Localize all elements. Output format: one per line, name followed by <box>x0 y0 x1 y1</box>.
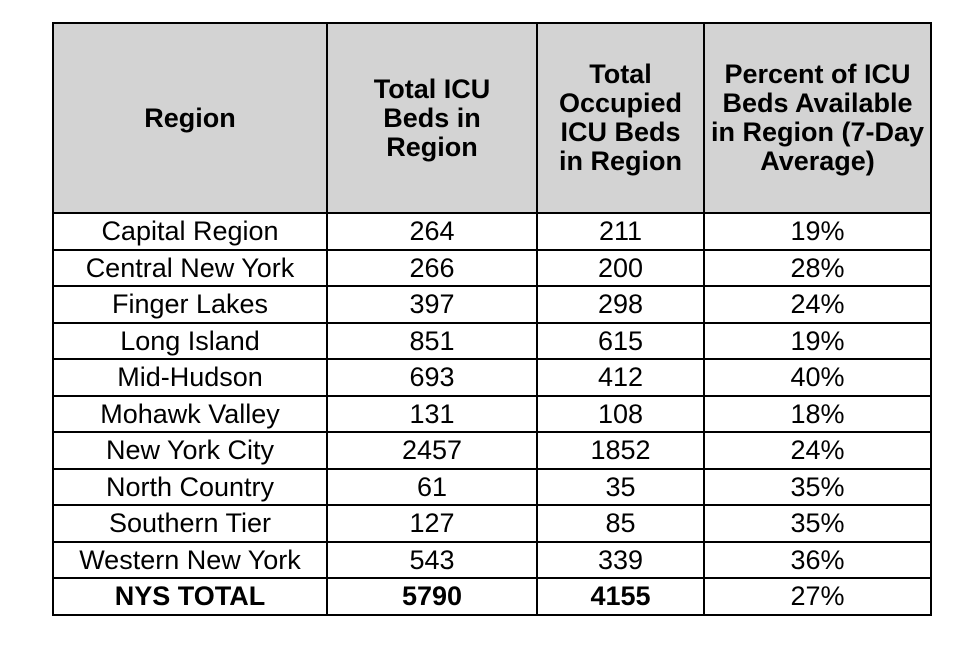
table-row: Central New York 266 200 28% <box>52 248 932 287</box>
header-total-icu-beds: Total ICU Beds in Region <box>326 22 538 214</box>
cell-total-beds: 266 <box>326 248 538 287</box>
total-percent-available: 27% <box>703 577 932 616</box>
table-row: Capital Region 264 211 19% <box>52 212 932 251</box>
total-occupied-beds: 4155 <box>536 577 705 616</box>
table-header: Region Total ICU Beds in Region Total Oc… <box>52 22 932 214</box>
cell-percent-available: 24% <box>703 431 932 470</box>
cell-total-beds: 61 <box>326 467 538 506</box>
cell-total-beds: 131 <box>326 394 538 433</box>
cell-total-beds: 851 <box>326 321 538 360</box>
cell-percent-available: 28% <box>703 248 932 287</box>
cell-occupied-beds: 108 <box>536 394 705 433</box>
header-occupied-icu-beds-text: Total Occupied ICU Beds in Region <box>558 59 683 176</box>
header-occupied-icu-beds: Total Occupied ICU Beds in Region <box>536 22 705 214</box>
icu-beds-table-container: Region Total ICU Beds in Region Total Oc… <box>52 22 932 616</box>
table-body: Capital Region 264 211 19% Central New Y… <box>52 212 932 616</box>
cell-region: North Country <box>52 467 328 506</box>
cell-occupied-beds: 211 <box>536 212 705 251</box>
total-row: NYS TOTAL 5790 4155 27% <box>52 577 932 616</box>
cell-percent-available: 35% <box>703 504 932 543</box>
cell-region: New York City <box>52 431 328 470</box>
header-total-icu-beds-text: Total ICU Beds in Region <box>373 73 491 162</box>
cell-occupied-beds: 298 <box>536 285 705 324</box>
cell-occupied-beds: 200 <box>536 248 705 287</box>
cell-percent-available: 36% <box>703 540 932 579</box>
cell-percent-available: 24% <box>703 285 932 324</box>
cell-region: Central New York <box>52 248 328 287</box>
cell-percent-available: 35% <box>703 467 932 506</box>
cell-percent-available: 18% <box>703 394 932 433</box>
table-row: Southern Tier 127 85 35% <box>52 504 932 543</box>
cell-total-beds: 397 <box>326 285 538 324</box>
table-row: Mohawk Valley 131 108 18% <box>52 394 932 433</box>
cell-occupied-beds: 35 <box>536 467 705 506</box>
cell-occupied-beds: 412 <box>536 358 705 397</box>
cell-total-beds: 543 <box>326 540 538 579</box>
cell-percent-available: 40% <box>703 358 932 397</box>
table-row: New York City 2457 1852 24% <box>52 431 932 470</box>
cell-region: Mohawk Valley <box>52 394 328 433</box>
table-row: North Country 61 35 35% <box>52 467 932 506</box>
cell-total-beds: 2457 <box>326 431 538 470</box>
cell-total-beds: 127 <box>326 504 538 543</box>
header-row: Region Total ICU Beds in Region Total Oc… <box>52 22 932 214</box>
cell-region: Southern Tier <box>52 504 328 543</box>
cell-occupied-beds: 339 <box>536 540 705 579</box>
header-percent-available-text: Percent of ICU Beds Available in Region … <box>710 59 925 176</box>
cell-region: Mid-Hudson <box>52 358 328 397</box>
table-row: Mid-Hudson 693 412 40% <box>52 358 932 397</box>
total-beds: 5790 <box>326 577 538 616</box>
cell-region: Western New York <box>52 540 328 579</box>
cell-region: Finger Lakes <box>52 285 328 324</box>
header-region-text: Region <box>144 102 236 133</box>
total-label: NYS TOTAL <box>52 577 328 616</box>
cell-region: Capital Region <box>52 212 328 251</box>
cell-region: Long Island <box>52 321 328 360</box>
table-row: Long Island 851 615 19% <box>52 321 932 360</box>
cell-occupied-beds: 1852 <box>536 431 705 470</box>
cell-total-beds: 264 <box>326 212 538 251</box>
cell-occupied-beds: 615 <box>536 321 705 360</box>
header-percent-available: Percent of ICU Beds Available in Region … <box>703 22 932 214</box>
table-row: Finger Lakes 397 298 24% <box>52 285 932 324</box>
cell-percent-available: 19% <box>703 321 932 360</box>
cell-total-beds: 693 <box>326 358 538 397</box>
header-region: Region <box>52 22 328 214</box>
icu-beds-table: Region Total ICU Beds in Region Total Oc… <box>52 22 932 616</box>
cell-occupied-beds: 85 <box>536 504 705 543</box>
cell-percent-available: 19% <box>703 212 932 251</box>
table-row: Western New York 543 339 36% <box>52 540 932 579</box>
